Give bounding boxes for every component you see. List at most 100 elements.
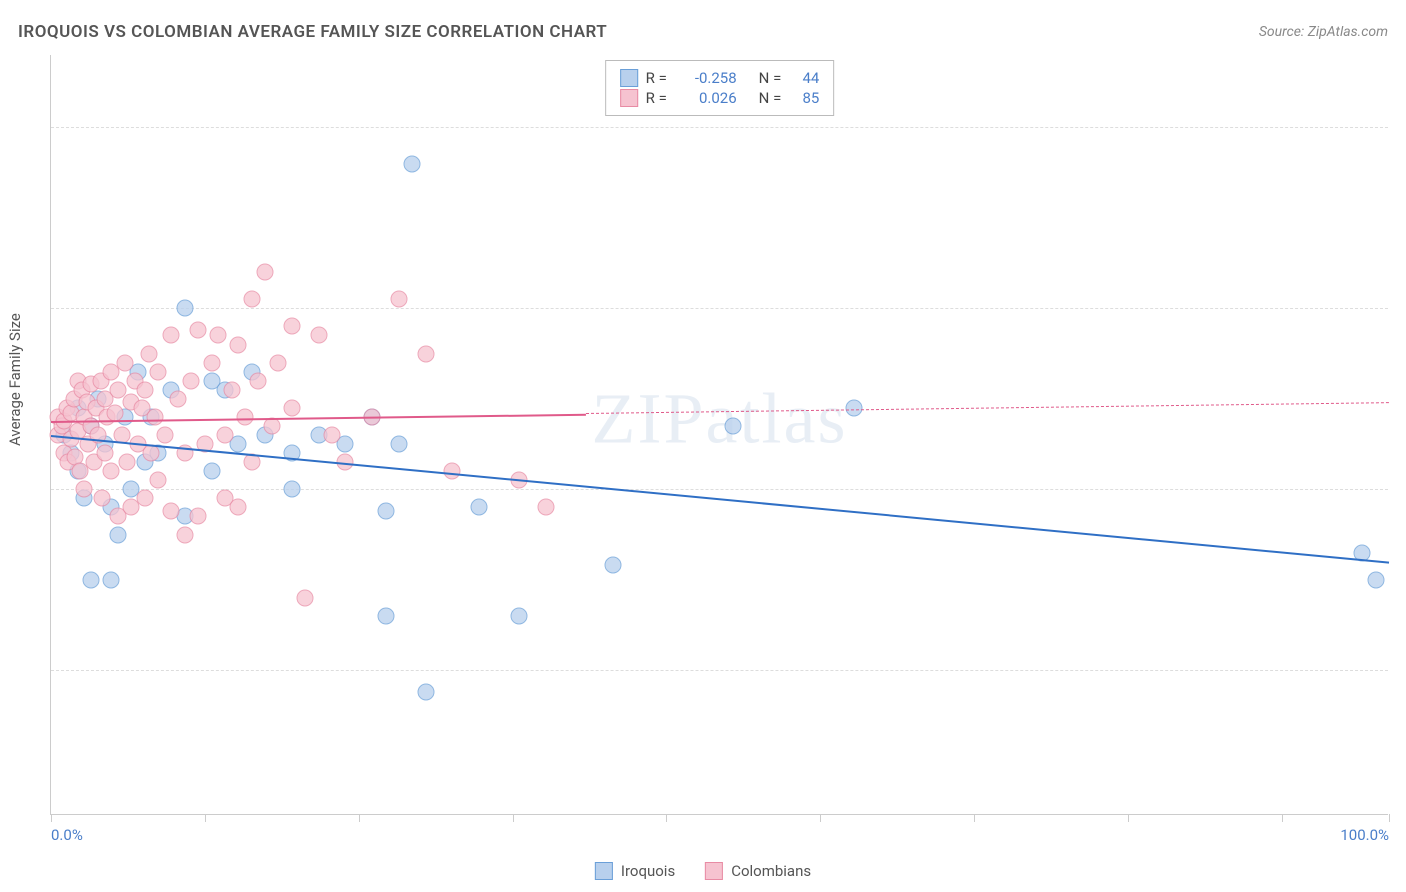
scatter-point bbox=[377, 503, 394, 520]
scatter-point bbox=[270, 354, 287, 371]
legend-r-value: 0.026 bbox=[682, 89, 737, 107]
scatter-point bbox=[310, 327, 327, 344]
y-tick-label: 5.00 bbox=[1393, 118, 1406, 136]
legend-swatch bbox=[705, 862, 723, 880]
scatter-point bbox=[283, 318, 300, 335]
scatter-point bbox=[176, 300, 193, 317]
scatter-point bbox=[604, 557, 621, 574]
legend-label: Colombians bbox=[731, 862, 811, 880]
x-tick bbox=[974, 814, 975, 822]
x-tick bbox=[1282, 814, 1283, 822]
legend-swatch bbox=[620, 89, 638, 107]
scatter-point bbox=[237, 408, 254, 425]
scatter-point bbox=[150, 363, 167, 380]
scatter-point bbox=[210, 327, 227, 344]
scatter-point bbox=[140, 345, 157, 362]
scatter-point bbox=[116, 354, 133, 371]
scatter-point bbox=[109, 381, 126, 398]
scatter-point bbox=[163, 327, 180, 344]
stats-legend: R = -0.258 N = 44 R = 0.026 N = 85 bbox=[605, 60, 835, 116]
x-tick bbox=[666, 814, 667, 822]
scatter-point bbox=[190, 508, 207, 525]
scatter-point bbox=[725, 417, 742, 434]
scatter-point bbox=[183, 372, 200, 389]
trend-line bbox=[51, 435, 1389, 564]
scatter-point bbox=[136, 381, 153, 398]
scatter-point bbox=[76, 481, 93, 498]
x-tick-label: 100.0% bbox=[1340, 826, 1389, 844]
scatter-point bbox=[390, 436, 407, 453]
scatter-point bbox=[1367, 571, 1384, 588]
title-bar: IROQUOIS VS COLOMBIAN AVERAGE FAMILY SIZ… bbox=[18, 22, 1388, 42]
x-tick bbox=[1128, 814, 1129, 822]
scatter-point bbox=[538, 499, 555, 516]
source-label: Source: ZipAtlas.com bbox=[1259, 24, 1388, 40]
x-tick bbox=[513, 814, 514, 822]
scatter-point bbox=[147, 408, 164, 425]
x-tick bbox=[205, 814, 206, 822]
scatter-point bbox=[203, 354, 220, 371]
legend-row: R = -0.258 N = 44 bbox=[620, 69, 820, 87]
legend-swatch bbox=[620, 69, 638, 87]
scatter-point bbox=[190, 322, 207, 339]
x-tick bbox=[359, 814, 360, 822]
legend-n-label: N = bbox=[759, 89, 782, 107]
scatter-point bbox=[283, 399, 300, 416]
legend-n-label: N = bbox=[759, 69, 782, 87]
scatter-point bbox=[83, 571, 100, 588]
legend-r-label: R = bbox=[646, 69, 674, 87]
scatter-point bbox=[96, 445, 113, 462]
scatter-point bbox=[230, 499, 247, 516]
scatter-point bbox=[511, 607, 528, 624]
scatter-point bbox=[417, 345, 434, 362]
scatter-point bbox=[103, 463, 120, 480]
series-legend: Iroquois Colombians bbox=[595, 862, 811, 880]
scatter-point bbox=[170, 390, 187, 407]
scatter-point bbox=[230, 336, 247, 353]
legend-label: Iroquois bbox=[621, 862, 675, 880]
chart-title: IROQUOIS VS COLOMBIAN AVERAGE FAMILY SIZ… bbox=[18, 22, 607, 42]
trend-line bbox=[586, 402, 1389, 414]
scatter-point bbox=[444, 463, 461, 480]
scatter-point bbox=[150, 472, 167, 489]
legend-n-value: 85 bbox=[789, 89, 819, 107]
scatter-point bbox=[119, 454, 136, 471]
gridline bbox=[51, 489, 1388, 490]
y-axis-label: Average Family Size bbox=[6, 313, 24, 446]
y-tick-label: 3.00 bbox=[1393, 480, 1406, 498]
x-tick-label: 0.0% bbox=[51, 826, 83, 844]
scatter-point bbox=[257, 264, 274, 281]
scatter-point bbox=[390, 291, 407, 308]
watermark: ZIPatlas bbox=[592, 378, 848, 461]
correlation-chart: IROQUOIS VS COLOMBIAN AVERAGE FAMILY SIZ… bbox=[0, 0, 1406, 892]
gridline bbox=[51, 127, 1388, 128]
legend-item: Colombians bbox=[705, 862, 811, 880]
scatter-point bbox=[243, 291, 260, 308]
scatter-point bbox=[103, 571, 120, 588]
scatter-point bbox=[93, 490, 110, 507]
x-tick bbox=[1389, 814, 1390, 822]
scatter-point bbox=[203, 463, 220, 480]
x-tick bbox=[51, 814, 52, 822]
legend-n-value: 44 bbox=[789, 69, 819, 87]
scatter-point bbox=[163, 503, 180, 520]
scatter-point bbox=[136, 490, 153, 507]
legend-r-value: -0.258 bbox=[682, 69, 737, 87]
scatter-point bbox=[377, 607, 394, 624]
scatter-point bbox=[176, 526, 193, 543]
scatter-point bbox=[283, 481, 300, 498]
legend-r-label: R = bbox=[646, 89, 674, 107]
gridline bbox=[51, 670, 1388, 671]
scatter-point bbox=[109, 526, 126, 543]
scatter-point bbox=[250, 372, 267, 389]
scatter-point bbox=[323, 427, 340, 444]
scatter-point bbox=[845, 399, 862, 416]
scatter-point bbox=[216, 427, 233, 444]
legend-swatch bbox=[595, 862, 613, 880]
y-tick-label: 4.00 bbox=[1393, 299, 1406, 317]
legend-item: Iroquois bbox=[595, 862, 675, 880]
gridline bbox=[51, 308, 1388, 309]
scatter-point bbox=[223, 381, 240, 398]
scatter-point bbox=[156, 427, 173, 444]
scatter-point bbox=[417, 683, 434, 700]
